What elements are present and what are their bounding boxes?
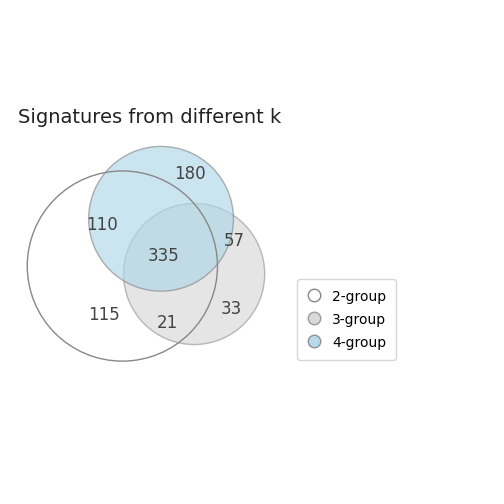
Legend: 2-group, 3-group, 4-group: 2-group, 3-group, 4-group — [297, 279, 396, 360]
Text: 57: 57 — [224, 232, 245, 250]
Text: 33: 33 — [220, 300, 241, 318]
Text: 180: 180 — [174, 165, 206, 183]
Text: 335: 335 — [148, 246, 179, 265]
Text: 110: 110 — [86, 216, 118, 234]
Text: 115: 115 — [88, 306, 120, 324]
Text: 21: 21 — [157, 314, 178, 332]
Circle shape — [89, 146, 233, 291]
Title: Signatures from different k: Signatures from different k — [18, 108, 282, 128]
Circle shape — [123, 204, 265, 345]
